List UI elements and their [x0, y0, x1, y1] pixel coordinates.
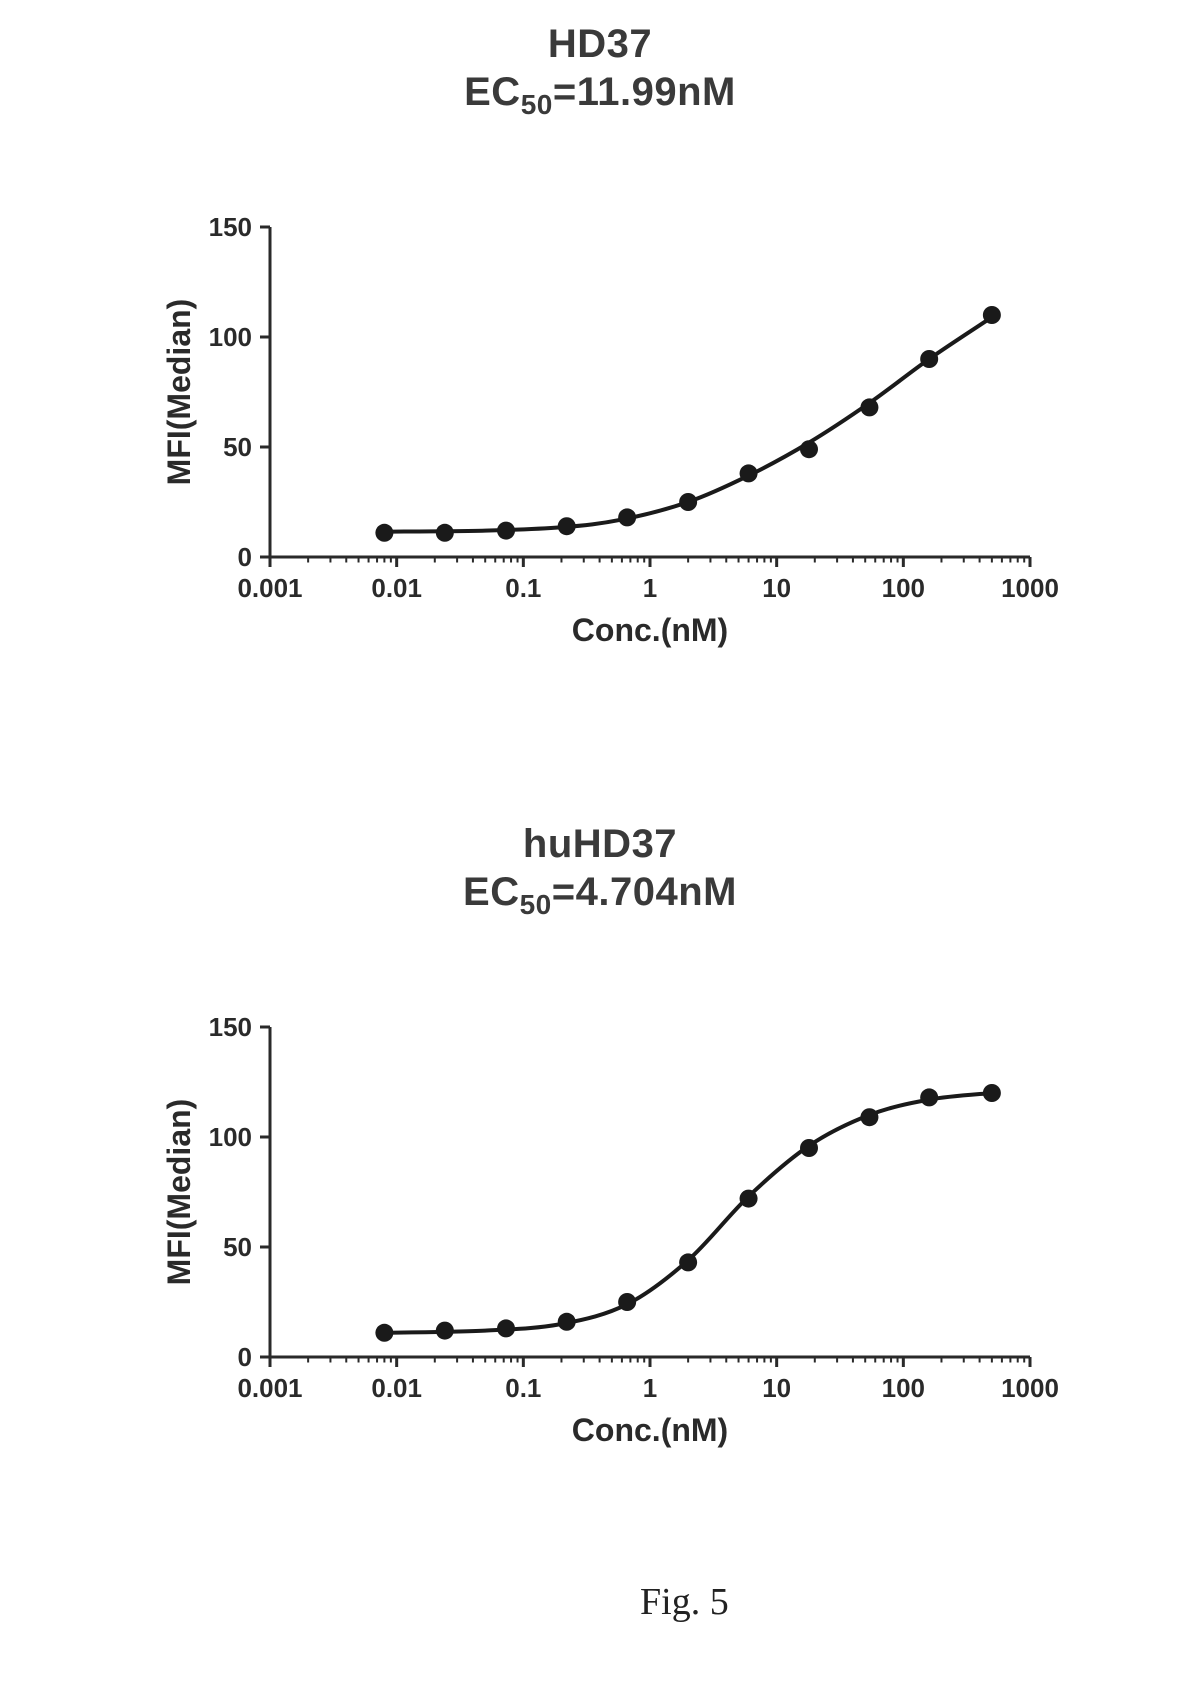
data-point [618, 508, 636, 526]
data-point [920, 1088, 938, 1106]
y-tick-label: 0 [238, 1342, 252, 1372]
data-point [497, 521, 515, 539]
data-point [983, 306, 1001, 324]
data-point [800, 440, 818, 458]
x-tick-label: 1 [643, 573, 657, 603]
x-tick-label: 1000 [1001, 1373, 1059, 1403]
x-tick-label: 0.001 [237, 573, 302, 603]
x-tick-label: 0.1 [505, 573, 541, 603]
data-point [618, 1293, 636, 1311]
x-tick-label: 10 [762, 1373, 791, 1403]
chart-title: HD37EC50=11.99nM [120, 20, 1080, 122]
fit-curve [384, 1093, 991, 1333]
x-tick-label: 100 [882, 1373, 925, 1403]
y-axis-label: MFI(Median) [161, 1098, 197, 1285]
y-tick-label: 100 [209, 322, 252, 352]
data-point [800, 1139, 818, 1157]
data-point [375, 1323, 393, 1341]
x-tick-label: 1 [643, 1373, 657, 1403]
chart-title-line2: EC50=4.704nM [120, 868, 1080, 922]
chart-plot: 0 50 100 150 0.001 0.01 0.1 1 10 100 1000 Conc.(nM)… [120, 922, 1080, 1482]
y-axis-label: MFI(Median) [161, 298, 197, 485]
data-point [740, 464, 758, 482]
data-point [375, 523, 393, 541]
y-tick-label: 0 [238, 542, 252, 572]
data-point [740, 1189, 758, 1207]
chart-bottom: huHD37EC50=4.704nM 0 50 100 150 0.001 0.01 0.1 1… [120, 820, 1080, 1482]
chart-top: HD37EC50=11.99nM 0 50 100 150 0.001 0.01 0.1 1 10… [120, 20, 1080, 682]
y-tick-label: 100 [209, 1122, 252, 1152]
data-point [920, 350, 938, 368]
data-point [860, 1108, 878, 1126]
data-point [497, 1319, 515, 1337]
x-tick-label: 10 [762, 573, 791, 603]
data-point [679, 1253, 697, 1271]
chart-plot: 0 50 100 150 0.001 0.01 0.1 1 10 100 1000 Conc.(nM)… [120, 122, 1080, 682]
x-tick-label: 1000 [1001, 573, 1059, 603]
x-tick-label: 0.001 [237, 1373, 302, 1403]
chart-title: huHD37EC50=4.704nM [120, 820, 1080, 922]
figure-caption: Fig. 5 [640, 1580, 729, 1624]
data-point [436, 1321, 454, 1339]
y-tick-label: 150 [209, 1012, 252, 1042]
data-point [436, 523, 454, 541]
x-tick-label: 0.1 [505, 1373, 541, 1403]
y-tick-label: 50 [223, 432, 252, 462]
chart-title-line2: EC50=11.99nM [120, 68, 1080, 122]
x-tick-label: 0.01 [371, 1373, 422, 1403]
x-axis-label: Conc.(nM) [572, 612, 728, 648]
x-axis-label: Conc.(nM) [572, 1412, 728, 1448]
data-point [860, 398, 878, 416]
data-point [558, 1312, 576, 1330]
chart-title-line1: huHD37 [120, 820, 1080, 868]
chart-title-line1: HD37 [120, 20, 1080, 68]
y-tick-label: 150 [209, 212, 252, 242]
x-tick-label: 100 [882, 573, 925, 603]
x-tick-label: 0.01 [371, 573, 422, 603]
data-point [983, 1084, 1001, 1102]
data-point [558, 517, 576, 535]
y-tick-label: 50 [223, 1232, 252, 1262]
data-point [679, 493, 697, 511]
